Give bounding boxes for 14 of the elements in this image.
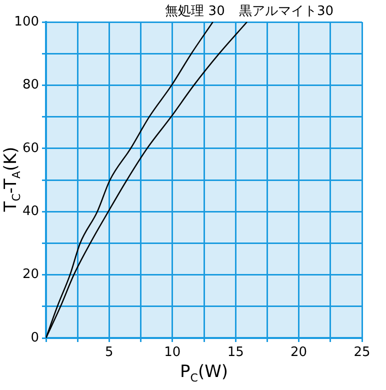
x-tick-label: 25 <box>354 345 370 360</box>
series-label: 無処理 30 <box>165 4 225 19</box>
x-axis-title: P$_{C}$(W) <box>178 362 230 384</box>
series-label: 黒アルマイト30 <box>238 4 334 19</box>
x-tick-label: 10 <box>164 345 181 360</box>
y-tick-label: 40 <box>22 204 39 219</box>
y-tick-label: 80 <box>22 78 39 93</box>
y-tick-label: 100 <box>14 14 39 30</box>
x-tick-label: 15 <box>227 345 244 360</box>
x-tick-label: 20 <box>290 345 308 360</box>
x-tick-label: 5 <box>105 345 114 360</box>
y-tick-label: 0 <box>30 330 39 346</box>
y-tick-label: 20 <box>22 267 39 282</box>
y-tick-label: 60 <box>22 140 39 156</box>
